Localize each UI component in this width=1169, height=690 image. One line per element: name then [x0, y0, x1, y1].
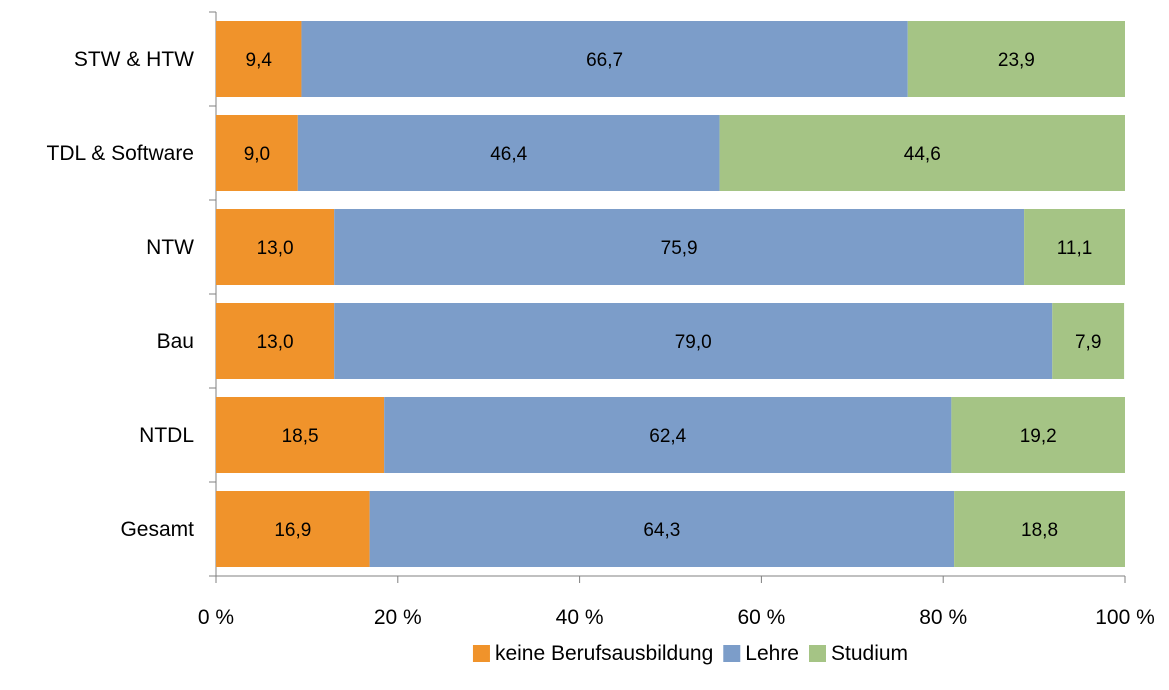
data-label: 18,8: [1021, 520, 1058, 541]
category-label: Bau: [157, 330, 194, 353]
bar-segment-lehre: [297, 115, 720, 191]
data-label: 11,1: [1057, 238, 1093, 259]
data-label: 7,9: [1075, 332, 1101, 353]
data-label: 9,4: [246, 50, 273, 71]
x-tick-label: 40 %: [556, 606, 604, 629]
x-tick-label: 20 %: [374, 606, 422, 629]
bar-segment-keine-berufsausbildung: [216, 21, 302, 97]
legend-swatch: [472, 645, 490, 662]
data-label: 64,3: [643, 520, 680, 541]
bar-segment-studium: [1024, 209, 1125, 285]
data-label: 75,9: [661, 238, 698, 259]
category-label: NTDL: [139, 424, 194, 447]
bar-segment-keine-berufsausbildung: [216, 397, 385, 473]
category-label: NTW: [146, 236, 194, 259]
data-label: 19,2: [1020, 426, 1057, 447]
legend-swatch: [723, 645, 741, 662]
data-label: 62,4: [649, 426, 686, 447]
bar-segment-lehre: [334, 303, 1053, 379]
bar-segment-lehre: [334, 209, 1025, 285]
bar-segment-studium: [954, 491, 1125, 567]
data-label: 66,7: [586, 50, 623, 71]
legend-label: Studium: [831, 642, 908, 665]
bar-segment-lehre: [384, 397, 952, 473]
bar-segment-studium: [719, 115, 1125, 191]
data-label: 46,4: [490, 144, 527, 165]
legend-swatch: [809, 645, 826, 662]
bar-segment-studium: [951, 397, 1125, 473]
data-label: 18,5: [282, 426, 319, 447]
x-tick-label: 100 %: [1095, 606, 1155, 629]
legend-label: keine Berufsausbildung: [495, 642, 713, 665]
bar-segment-keine-berufsausbildung: [216, 491, 370, 567]
data-label: 9,0: [244, 144, 270, 165]
x-tick-label: 0 %: [198, 606, 234, 629]
legend-label: Lehre: [745, 642, 799, 665]
bar-segment-studium: [1052, 303, 1125, 379]
bar-segment-studium: [907, 21, 1125, 97]
bar-segment-keine-berufsausbildung: [216, 209, 335, 285]
x-tick-label: 60 %: [737, 606, 785, 629]
bar-segment-lehre: [369, 491, 955, 567]
data-label: 13,0: [257, 332, 294, 353]
data-label: 44,6: [904, 144, 941, 165]
bar-segment-keine-berufsausbildung: [216, 303, 335, 379]
bar-segment-keine-berufsausbildung: [216, 115, 298, 191]
data-label: 13,0: [257, 238, 294, 259]
data-label: 23,9: [998, 50, 1035, 71]
category-label: TDL & Software: [47, 142, 194, 165]
category-label: Gesamt: [120, 518, 194, 541]
category-label: STW & HTW: [74, 48, 194, 71]
data-label: 16,9: [274, 520, 311, 541]
data-label: 79,0: [675, 332, 712, 353]
x-tick-label: 80 %: [919, 606, 967, 629]
bar-segment-lehre: [301, 21, 908, 97]
